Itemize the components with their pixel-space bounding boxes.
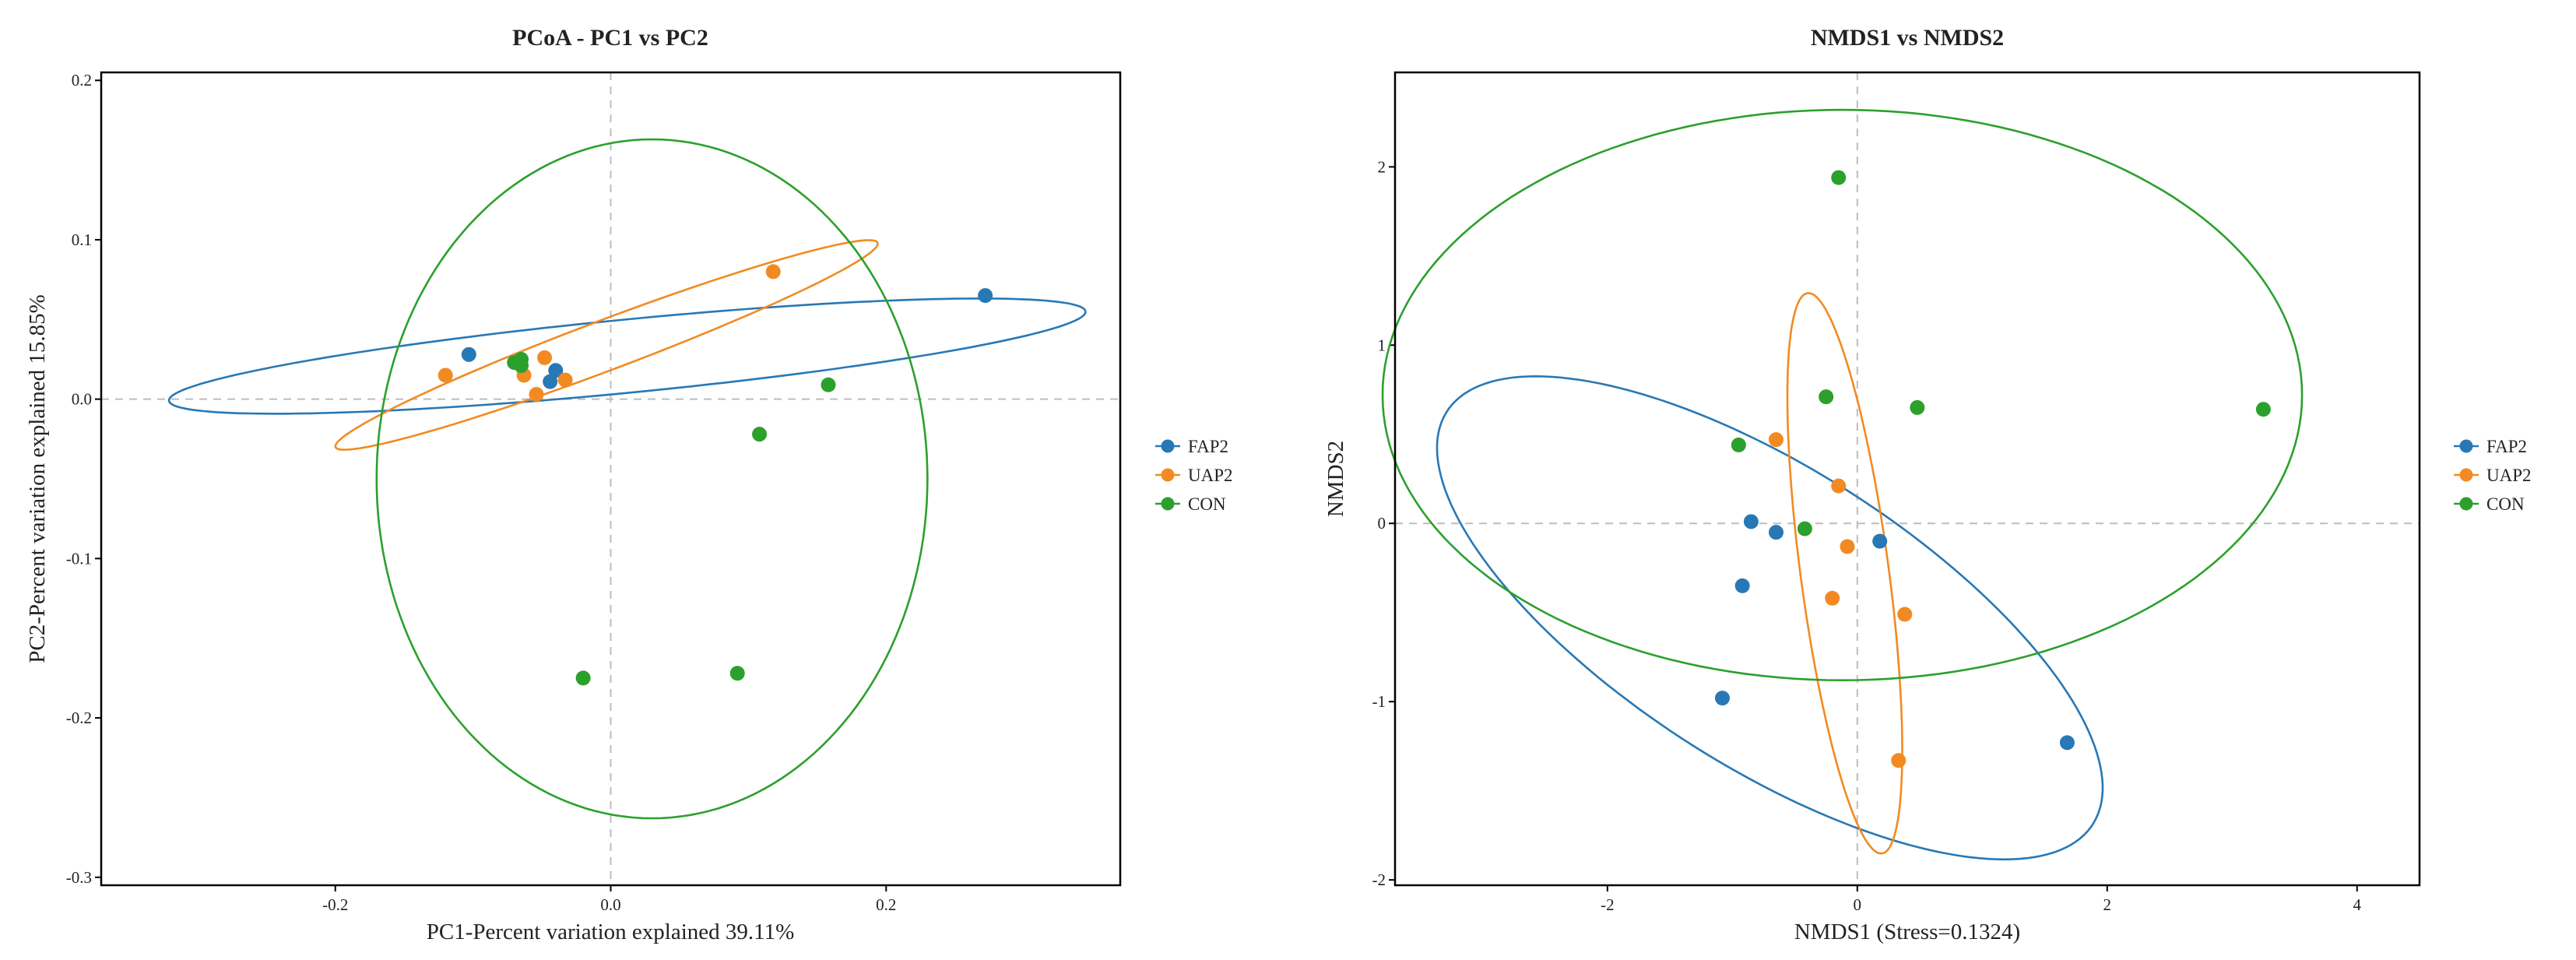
legend-marker: [1161, 497, 1175, 511]
y-axis-label: NMDS2: [1323, 441, 1348, 517]
point-fap2: [1743, 514, 1759, 529]
point-con: [1797, 521, 1812, 536]
legend-marker: [2459, 439, 2473, 453]
plot-frame: [1393, 71, 2421, 887]
legend: FAP2 UAP2 CON: [2454, 437, 2532, 514]
point-fap2: [1734, 578, 1750, 593]
legend-marker: [1161, 439, 1175, 453]
point-uap2: [438, 367, 453, 383]
ellipse-uap2: [1786, 292, 1903, 855]
ellipse-con: [375, 138, 929, 820]
x-tick-label: 0.2: [876, 895, 896, 914]
legend-label: FAP2: [1188, 437, 1228, 456]
point-uap2: [1897, 607, 1913, 622]
legend-label: CON: [2486, 494, 2525, 514]
y-tick-label: 1: [1378, 336, 1386, 354]
point-con: [514, 358, 529, 374]
point-con: [729, 666, 745, 681]
legend: FAP2 UAP2 CON: [1155, 437, 1233, 514]
plot-frame: [100, 71, 1122, 887]
point-fap2: [1872, 533, 1888, 549]
y-tick-label: 0.1: [72, 230, 92, 249]
point-con: [752, 427, 768, 442]
y-tick-label: 0.2: [72, 71, 92, 90]
pcoa-panel: PCoA - PC1 vs PC2 -0.2 0.0 0.2 0.2 0.1 0.0 -0.…: [25, 25, 1233, 944]
point-con: [575, 670, 591, 686]
legend-marker: [2459, 497, 2473, 511]
point-con: [1831, 170, 1847, 185]
point-fap2: [1714, 691, 1730, 706]
y-tick-label: 0: [1378, 514, 1386, 533]
point-uap2: [537, 350, 553, 365]
point-con: [1819, 389, 1834, 405]
y-tick-label: -1: [1372, 692, 1386, 711]
ellipse-fap2: [167, 297, 1087, 415]
y-tick-label: -0.3: [66, 868, 92, 887]
x-tick-label: 0: [1854, 895, 1862, 914]
x-axis-label: NMDS1 (Stress=0.1324): [1794, 920, 2020, 944]
point-uap2: [1891, 753, 1907, 768]
point-con: [1910, 399, 1925, 415]
y-tick-label: 0.0: [72, 390, 92, 409]
point-uap2: [557, 372, 573, 388]
x-tick-label: 0.0: [600, 895, 620, 914]
point-uap2: [1825, 590, 1840, 606]
ellipse-uap2: [334, 239, 879, 451]
y-tick-label: -0.2: [66, 709, 92, 727]
point-fap2: [978, 288, 993, 304]
y-tick-label: -2: [1372, 870, 1386, 889]
x-tick-label: -0.2: [322, 895, 348, 914]
ellipse-fap2: [1436, 375, 2104, 861]
x-tick-label: -2: [1601, 895, 1615, 914]
x-tick-label: 4: [2353, 895, 2362, 914]
y-tick-label: -0.1: [66, 549, 92, 568]
legend-marker: [2459, 468, 2473, 482]
point-fap2: [2059, 735, 2075, 751]
point-con: [821, 377, 836, 392]
legend-label: UAP2: [2486, 466, 2532, 485]
point-uap2: [1840, 539, 1855, 554]
legend-label: FAP2: [2486, 437, 2527, 456]
point-uap2: [765, 264, 781, 280]
point-uap2: [1831, 478, 1847, 494]
point-con: [1731, 438, 1746, 452]
chart-title: NMDS1 vs NMDS2: [1811, 25, 2004, 51]
point-uap2: [529, 387, 544, 403]
legend-label: UAP2: [1188, 466, 1233, 485]
point-fap2: [461, 346, 476, 362]
point-fap2: [543, 374, 558, 389]
point-uap2: [1768, 432, 1784, 448]
point-fap2: [548, 363, 564, 378]
point-con: [2255, 402, 2271, 417]
legend-label: CON: [1188, 494, 1226, 514]
point-fap2: [1768, 525, 1784, 540]
x-axis-label: PC1-Percent variation explained 39.11%: [427, 920, 794, 944]
y-tick-label: 2: [1378, 157, 1386, 176]
nmds-panel: NMDS1 vs NMDS2 -2 0 2 4 2 1 0 -1 -2 NMDS1 (Stres…: [1323, 25, 2532, 944]
ellipse-con: [1381, 108, 2304, 682]
y-axis-label: PC2-Percent variation explained 15.85%: [25, 294, 50, 663]
x-tick-label: 2: [2103, 895, 2112, 914]
chart-title: PCoA - PC1 vs PC2: [512, 25, 708, 51]
legend-marker: [1161, 468, 1175, 482]
